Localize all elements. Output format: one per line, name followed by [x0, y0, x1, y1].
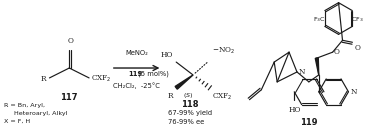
Text: X = F, H: X = F, H: [4, 119, 30, 124]
Text: R: R: [41, 75, 47, 83]
Polygon shape: [315, 58, 319, 75]
Text: CXF$_2$: CXF$_2$: [91, 74, 111, 84]
Text: 119: 119: [300, 117, 317, 126]
Polygon shape: [175, 75, 193, 89]
Text: 118: 118: [181, 100, 199, 109]
Text: $-$NO$_2$: $-$NO$_2$: [212, 46, 235, 56]
Text: CF$_3$: CF$_3$: [351, 16, 364, 24]
Text: F$_3$C: F$_3$C: [313, 16, 326, 24]
Text: $(S)$: $(S)$: [183, 91, 194, 100]
Text: (5 mol%): (5 mol%): [136, 71, 169, 77]
Text: O: O: [354, 44, 360, 52]
Text: CXF$_2$: CXF$_2$: [212, 92, 232, 102]
Text: N: N: [350, 88, 357, 96]
Text: 117: 117: [61, 93, 78, 102]
Text: HO: HO: [161, 51, 173, 59]
Text: CH₂Cl₂,  -25°C: CH₂Cl₂, -25°C: [113, 82, 160, 89]
Text: MeNO₂: MeNO₂: [125, 50, 148, 56]
Text: HO: HO: [288, 106, 300, 114]
Text: R = Bn, Aryl,: R = Bn, Aryl,: [4, 103, 45, 108]
Text: N: N: [299, 68, 305, 76]
Text: 67-99% yield: 67-99% yield: [168, 110, 212, 116]
Text: 76-99% ee: 76-99% ee: [168, 119, 204, 125]
Text: O: O: [67, 37, 73, 45]
Text: R: R: [168, 92, 173, 100]
Text: Heteroaryl, Alkyl: Heteroaryl, Alkyl: [4, 111, 67, 116]
Text: O: O: [334, 48, 339, 56]
Text: 119: 119: [129, 71, 143, 77]
